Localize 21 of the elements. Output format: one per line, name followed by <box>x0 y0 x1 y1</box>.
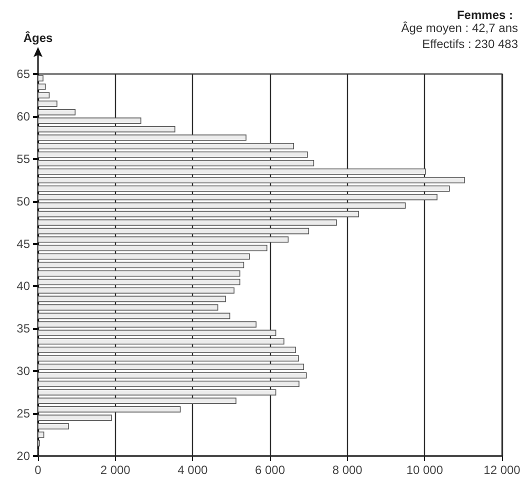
chart-title: Femmes : <box>456 8 514 22</box>
x-tick-label: 4 000 <box>178 463 208 477</box>
x-tick-label: 6 000 <box>254 463 286 477</box>
y-tick-label: 60 <box>16 109 30 124</box>
y-tick-label: 25 <box>16 406 30 421</box>
text: Effectifs : 230 483 <box>422 37 518 51</box>
y-tick-label: 45 <box>16 236 30 251</box>
y-tick-label: 40 <box>16 279 30 294</box>
y-tick-label: 20 <box>16 449 30 463</box>
y-axis-title: Âges <box>23 31 53 45</box>
y-tick-label: 50 <box>16 194 30 208</box>
x-tick-label: 2 000 <box>100 463 131 477</box>
text: Âge moyen : 42,7 ans <box>401 21 518 35</box>
x-tick-label: 8 000 <box>332 463 363 477</box>
y-tick-label: 65 <box>16 67 30 81</box>
x-tick-label: 12 000 <box>484 463 521 477</box>
x-tick-label: 0 <box>34 463 42 477</box>
y-tick-label: 30 <box>16 364 30 378</box>
y-tick-label: 35 <box>16 322 30 336</box>
x-tick-label: 10 000 <box>406 463 444 477</box>
y-tick-label: 55 <box>16 152 30 166</box>
